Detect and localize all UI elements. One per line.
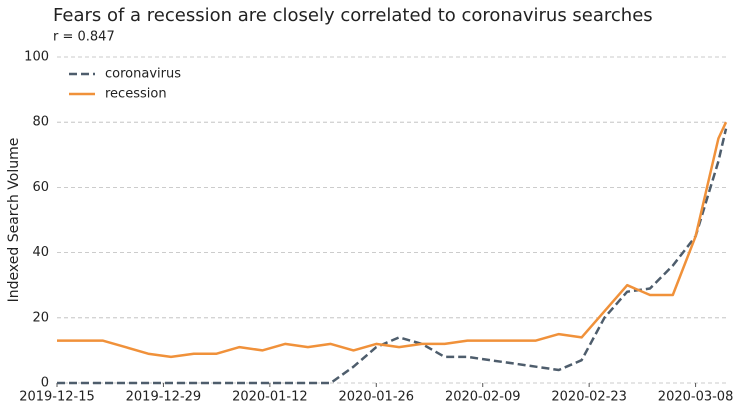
x-tick-label: 2019-12-15 — [19, 390, 95, 405]
y-tick-label: 100 — [24, 50, 49, 65]
legend-label: coronavirus — [105, 67, 181, 82]
legend-label: recession — [105, 87, 167, 102]
y-axis-label: Indexed Search Volume — [6, 138, 22, 303]
x-tick-label: 2019-12-29 — [126, 390, 202, 405]
chart-title: Fears of a recession are closely correla… — [53, 5, 653, 26]
y-tick-label: 40 — [32, 245, 49, 260]
y-tick-label: 60 — [32, 180, 49, 195]
y-tick-label: 20 — [32, 310, 49, 325]
y-tick-label: 80 — [32, 115, 49, 130]
x-tick-label: 2020-02-23 — [551, 390, 627, 405]
chart-subtitle: r = 0.847 — [53, 30, 115, 45]
x-tick-label: 2020-01-12 — [232, 390, 308, 405]
x-tick-label: 2020-01-26 — [339, 390, 415, 405]
series-line — [57, 128, 728, 385]
y-tick-label: 0 — [41, 376, 49, 391]
series-line — [57, 121, 728, 359]
x-tick-label: 2020-03-08 — [658, 390, 734, 405]
x-tick-label: 2020-02-09 — [445, 390, 521, 405]
